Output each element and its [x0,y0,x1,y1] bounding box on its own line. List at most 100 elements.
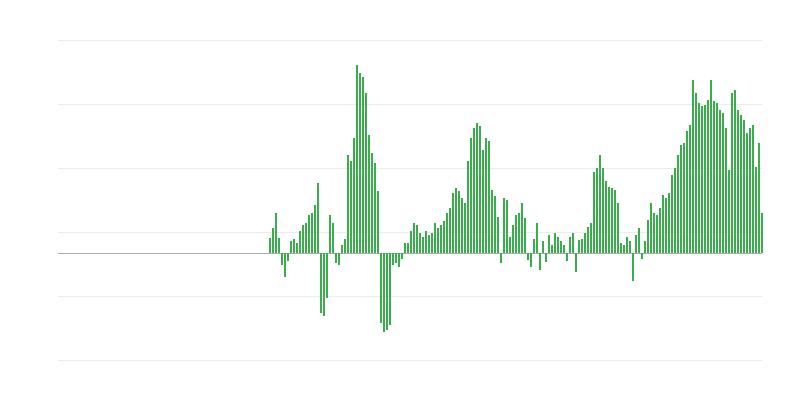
gridline [58,40,762,41]
bar [356,65,358,253]
bar [404,243,406,253]
bar [392,253,394,265]
bar [365,93,367,253]
bar [725,128,727,253]
bar [707,100,709,253]
bar [563,245,565,253]
bar [494,196,496,253]
bar [299,231,301,253]
bar [440,225,442,253]
bar [320,253,322,313]
bar [605,181,607,253]
bar [671,175,673,253]
bar [632,253,634,281]
bar [437,228,439,253]
bar [428,235,430,253]
bar [653,213,655,253]
bar [416,225,418,253]
bar [512,225,514,253]
bar [548,235,550,253]
bar [395,253,397,263]
bar [446,213,448,253]
bar [587,227,589,253]
gridline [58,360,762,361]
bar [359,73,361,253]
bar [290,241,292,253]
bar [341,245,343,253]
bar [701,106,703,253]
bar [740,115,742,253]
bar [545,253,547,262]
bar [557,237,559,253]
bar [500,253,502,263]
bar [686,131,688,253]
bar [728,170,730,253]
gridline [58,168,762,169]
bar [479,126,481,253]
bar [317,183,319,253]
bar [578,240,580,253]
bar [695,93,697,253]
bar [551,245,553,253]
bar [692,80,694,253]
bar [527,253,529,260]
bar [749,128,751,253]
bar [350,161,352,253]
bar [362,77,364,253]
bar [470,138,472,253]
bar [713,101,715,253]
bar [602,168,604,253]
bar [566,253,568,261]
bar [731,93,733,253]
bar [464,203,466,253]
bar [536,223,538,253]
bar [593,172,595,253]
bar [662,195,664,253]
bar [623,245,625,253]
bar [503,198,505,253]
bar [323,253,325,316]
bar [368,135,370,253]
bar [584,233,586,253]
bar [326,253,328,298]
bar [410,231,412,253]
bar [305,223,307,253]
bar [575,253,577,272]
bar [659,208,661,253]
bar [722,113,724,253]
bar [389,253,391,325]
bar [590,223,592,253]
bar [467,161,469,253]
bar [275,213,277,253]
bar [743,120,745,253]
bar [419,233,421,253]
bar [668,193,670,253]
bar [344,239,346,253]
bar [371,153,373,253]
bar [425,231,427,253]
bar [452,193,454,253]
bar [524,218,526,253]
bar [704,105,706,253]
bar [515,215,517,253]
bar [554,233,556,253]
bar [710,80,712,253]
bar [542,241,544,253]
bar [752,125,754,253]
bar [293,239,295,253]
bar [287,253,289,261]
bar [746,133,748,253]
bar [533,239,535,253]
bar [539,253,541,270]
bar [491,190,493,253]
bar [680,145,682,253]
bar [308,215,310,253]
bar [311,213,313,253]
gridline [58,104,762,105]
bar [329,215,331,253]
bar [689,125,691,253]
bar [461,198,463,253]
bar [386,253,388,330]
bar [347,155,349,253]
